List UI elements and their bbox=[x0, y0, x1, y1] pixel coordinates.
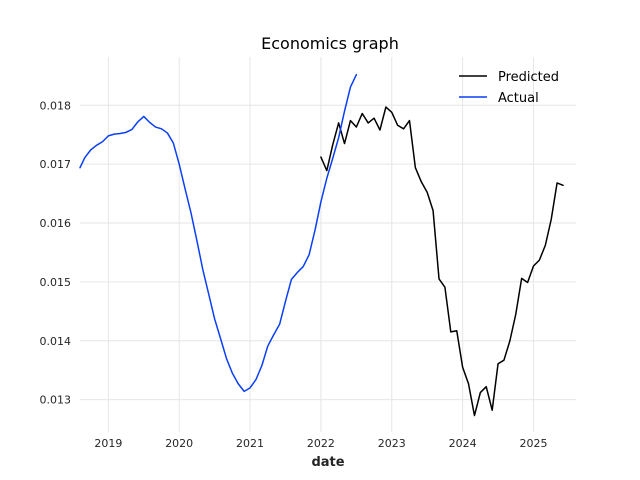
legend: Predicted Actual bbox=[459, 70, 559, 106]
y-tick-label: 0.017 bbox=[40, 158, 72, 171]
y-tick-label: 0.014 bbox=[40, 335, 72, 348]
x-tick-label: 2019 bbox=[94, 437, 122, 450]
x-axis-label: date bbox=[311, 455, 344, 470]
series-line-actual bbox=[79, 73, 358, 393]
x-tick-label: 2020 bbox=[165, 437, 193, 450]
x-tick-label: 2021 bbox=[236, 437, 264, 450]
x-tick-label: 2025 bbox=[519, 437, 547, 450]
tick-labels: 2019 2020 2021 2022 2023 2024 2025 0.013 0.014 0.… bbox=[40, 99, 548, 450]
x-tick-label: 2024 bbox=[449, 437, 477, 450]
chart-title: Economics graph bbox=[261, 34, 399, 53]
grid bbox=[80, 57, 576, 432]
series-line-predicted bbox=[320, 106, 564, 417]
y-tick-label: 0.018 bbox=[40, 99, 72, 112]
y-tick-label: 0.015 bbox=[40, 276, 72, 289]
legend-label-predicted: Predicted bbox=[498, 70, 559, 85]
y-tick-label: 0.016 bbox=[40, 217, 72, 230]
x-tick-label: 2022 bbox=[307, 437, 335, 450]
y-tick-label: 0.013 bbox=[40, 394, 72, 407]
x-tick-label: 2023 bbox=[378, 437, 406, 450]
legend-label-actual: Actual bbox=[498, 91, 539, 106]
series-layer bbox=[79, 73, 564, 417]
